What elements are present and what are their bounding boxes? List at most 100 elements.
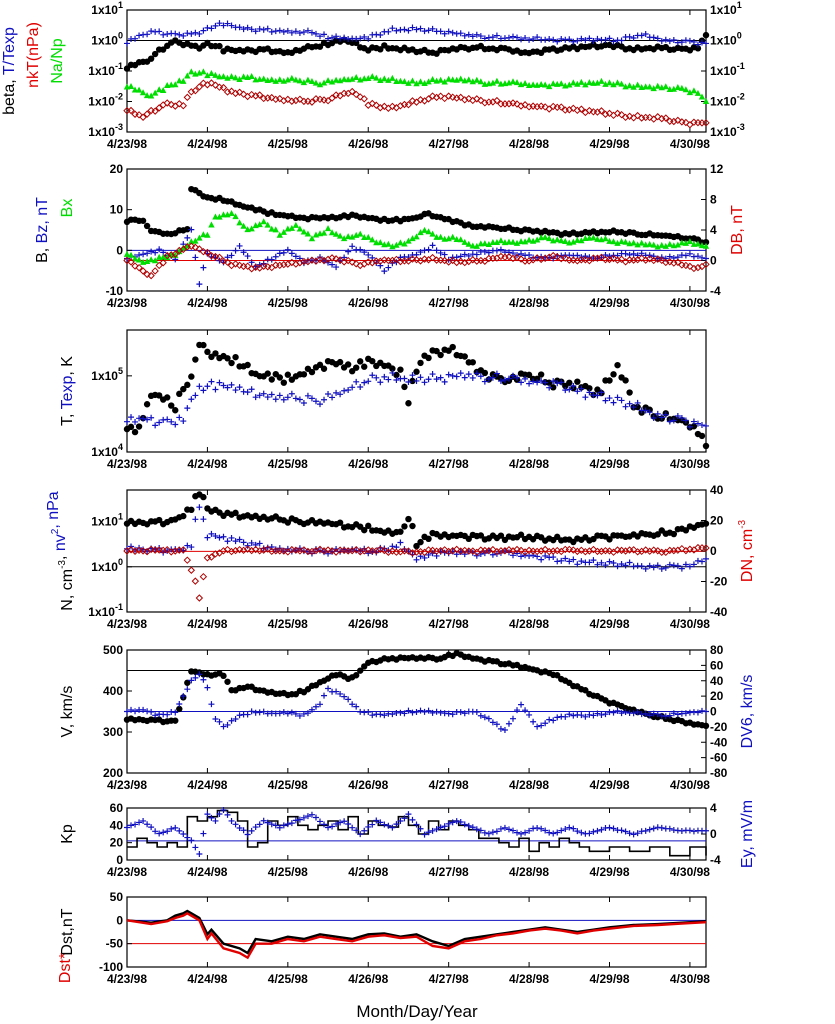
data-point: [155, 392, 163, 399]
data-point: [340, 75, 348, 82]
y-tick-label: 40: [110, 818, 124, 832]
data-point: [518, 701, 525, 708]
data-point: [337, 35, 344, 42]
data-point: [578, 237, 585, 244]
data-point: [321, 396, 328, 403]
data-point: [457, 709, 464, 716]
data-point: [521, 79, 529, 86]
data-point: [538, 377, 545, 384]
data-point: [152, 712, 159, 719]
data-point: [421, 831, 428, 838]
data-point: [296, 712, 303, 719]
data-point: [320, 547, 328, 555]
data-point: [578, 35, 585, 42]
data-point: [638, 32, 645, 39]
data-point: [196, 383, 203, 390]
data-point: [586, 35, 593, 42]
data-point: [212, 71, 219, 78]
data-point: [606, 35, 613, 42]
data-point: [252, 394, 259, 401]
data-point: [325, 35, 332, 42]
data-point: [610, 371, 617, 378]
data-point: [357, 230, 364, 237]
y-axis-label-2: Ey, mV/m: [739, 800, 756, 868]
data-point: [598, 77, 605, 84]
data-point: [437, 374, 444, 381]
data-point: [622, 238, 629, 245]
data-point: [216, 810, 223, 817]
data-point: [606, 824, 613, 831]
y-tick-label: 0: [116, 853, 123, 867]
data-point: [333, 688, 340, 695]
data-point: [417, 707, 424, 714]
data-point: [168, 402, 175, 409]
data-point: [188, 837, 195, 844]
data-point: [143, 401, 151, 408]
data-point: [686, 262, 694, 271]
data-point: [534, 825, 541, 832]
data-point: [401, 26, 408, 33]
data-point: [176, 77, 183, 84]
data-point: [610, 559, 617, 566]
data-point: [204, 684, 211, 691]
data-point: [666, 825, 673, 832]
data-point: [272, 261, 280, 269]
data-point: [231, 546, 240, 555]
data-point: [686, 423, 693, 430]
data-point: [136, 819, 143, 826]
data-point: [144, 250, 151, 257]
data-point: [630, 239, 637, 246]
data-point: [208, 25, 215, 32]
data-point: [441, 378, 448, 385]
data-point: [702, 442, 710, 450]
data-point: [646, 113, 654, 122]
data-point: [574, 80, 581, 87]
data-point: [606, 377, 613, 384]
data-point: [244, 253, 251, 260]
data-point: [292, 76, 300, 83]
data-point: [364, 546, 372, 554]
data-point: [429, 371, 436, 378]
data-point: [501, 376, 508, 383]
data-point: [244, 711, 251, 718]
data-point: [546, 829, 553, 836]
data-point: [614, 394, 621, 401]
series-line: [126, 909, 707, 955]
data-point: [276, 374, 283, 381]
data-point: [566, 36, 573, 43]
data-point: [662, 114, 670, 122]
data-point: [429, 25, 436, 32]
data-point: [356, 548, 364, 556]
data-point: [284, 76, 292, 83]
y-tick-label: 1x10-3: [88, 122, 123, 139]
data-point: [236, 219, 243, 226]
data-point: [622, 403, 629, 410]
data-point: [156, 545, 163, 552]
data-point: [542, 36, 549, 43]
data-point: [143, 222, 151, 230]
data-point: [574, 388, 581, 395]
data-point: [405, 707, 412, 714]
data-point: [139, 547, 147, 555]
x-tick-label: 4/25/98: [268, 617, 308, 631]
x-tick-label: 4/29/98: [589, 296, 629, 310]
data-point: [212, 817, 219, 824]
data-point: [634, 81, 641, 88]
data-point: [554, 714, 561, 721]
data-point: [433, 347, 440, 355]
data-point: [164, 416, 171, 423]
data-point: [618, 827, 625, 834]
data-point: [148, 28, 155, 35]
data-point: [586, 711, 593, 718]
data-point: [247, 546, 256, 555]
data-point: [175, 246, 183, 255]
data-point: [586, 79, 593, 86]
data-point: [164, 394, 171, 401]
data-point: [417, 359, 424, 367]
series-beta: [123, 31, 710, 72]
data-point: [436, 547, 445, 555]
data-point: [646, 562, 653, 569]
x-tick-label: 4/27/98: [429, 778, 469, 792]
data-point: [252, 28, 259, 35]
data-point: [473, 95, 481, 103]
